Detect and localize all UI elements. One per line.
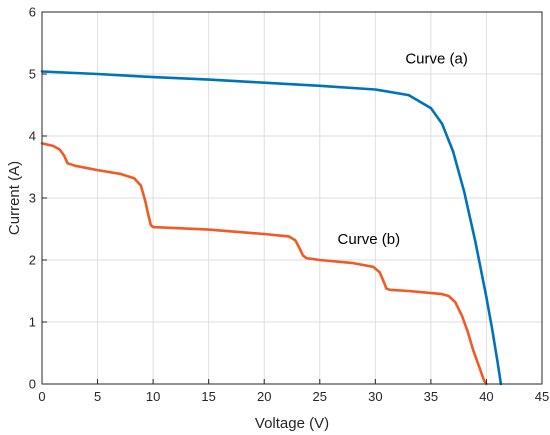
y-tick-label: 2 (29, 253, 36, 268)
annotations: Curve (a) Curve (b) (338, 50, 468, 247)
y-axis-label: Current (A) (6, 161, 23, 235)
x-tick-label: 45 (535, 389, 549, 404)
x-tick-label: 30 (368, 389, 382, 404)
series-line-a (40, 70, 503, 386)
y-tick-label: 5 (29, 67, 36, 82)
x-tick-label: 40 (479, 389, 493, 404)
x-tick-label: 0 (38, 389, 45, 404)
series-layer (40, 70, 503, 386)
x-tick-label: 15 (201, 389, 215, 404)
y-tick-label: 1 (29, 315, 36, 330)
y-tick-label: 3 (29, 191, 36, 206)
curve-annotation: Curve (a) (405, 50, 468, 67)
y-tick-label: 4 (29, 129, 36, 144)
series-line-b (40, 142, 488, 386)
x-tick-label: 35 (424, 389, 438, 404)
x-tick-label: 20 (257, 389, 271, 404)
x-axis-label: Voltage (V) (255, 415, 329, 432)
y-tick-label: 0 (29, 377, 36, 392)
x-tick-label: 25 (313, 389, 327, 404)
y-tick-label: 6 (29, 5, 36, 20)
x-tick-label: 5 (94, 389, 101, 404)
x-tick-label: 10 (146, 389, 160, 404)
curve-annotation: Curve (b) (338, 231, 401, 248)
